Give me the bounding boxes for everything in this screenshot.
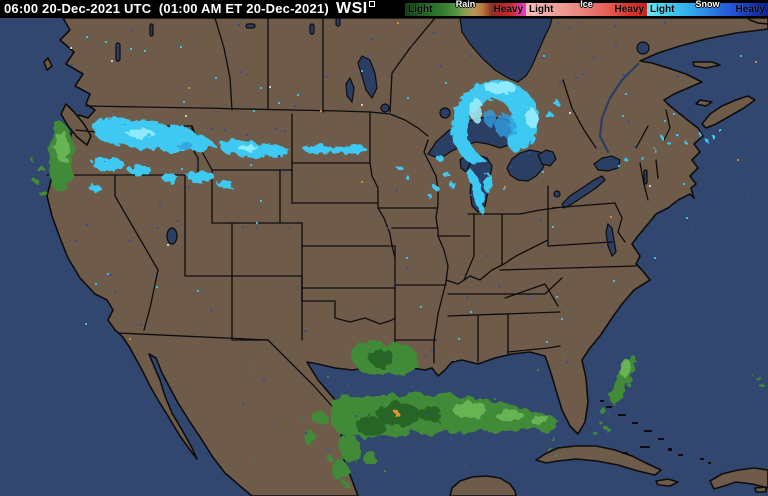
haida-island	[43, 57, 53, 71]
lake-manitoba	[345, 76, 355, 104]
heavy-rain-cell	[394, 412, 400, 416]
wsi-degree-mark	[368, 1, 375, 7]
lake-erie	[561, 175, 606, 209]
rain-light-label: Light	[408, 4, 433, 15]
lake-of-the-woods	[380, 103, 390, 113]
chesapeake-bay	[605, 222, 617, 258]
radar-noise-specks	[70, 22, 757, 481]
lake-nipigon	[439, 107, 451, 119]
rain-heavy-label: Heavy	[493, 4, 523, 15]
great-salt-lake	[166, 227, 178, 245]
legend-bar-ice: Ice Light Heavy	[526, 0, 647, 16]
canadian-lakes	[115, 18, 650, 245]
hispaniola	[709, 467, 768, 490]
radar-map-canvas	[0, 18, 768, 496]
bc-lake	[115, 42, 121, 62]
snow-label: Snow	[695, 0, 720, 9]
james-bay	[459, 18, 553, 83]
lake-winnipeg	[357, 55, 378, 100]
lac-st-jean	[636, 41, 650, 55]
yucatan	[449, 475, 517, 496]
title-bar: 06:00 20-Dec-2021 UTC (01:00 AM ET 20-De…	[0, 0, 768, 18]
ice-gradient	[526, 3, 647, 16]
wsi-logo-text: WSI	[336, 0, 368, 17]
rain-overlay	[31, 120, 765, 487]
bahamas-islands	[600, 400, 711, 464]
ice-label: Ice	[580, 0, 593, 9]
st-lawrence-river	[598, 62, 640, 154]
snow-gradient	[647, 3, 768, 16]
rain-gradient	[405, 3, 526, 16]
ice-light-label: Light	[529, 4, 554, 15]
nova-scotia	[701, 95, 756, 129]
legend-bar-rain: Rain Light Heavy	[405, 0, 526, 16]
lake-st-clair	[553, 190, 561, 198]
ice-heavy-label: Heavy	[614, 4, 644, 15]
pei-island	[695, 99, 713, 107]
precip-legend: Rain Light Heavy Ice Light Heavy Snow Li…	[405, 0, 768, 18]
wsi-logo: WSI	[336, 0, 375, 18]
jamaica	[655, 478, 679, 487]
timestamp-text: 06:00 20-Dec-2021 UTC (01:00 AM ET 20-De…	[4, 1, 329, 16]
rain-label: Rain	[455, 0, 476, 9]
snow-overlay	[89, 80, 723, 214]
vancouver-island	[60, 103, 92, 146]
puerto-rico	[754, 486, 767, 493]
anticosti-island	[692, 61, 721, 69]
snow-heavy-label: Heavy	[735, 4, 765, 15]
newfoundland	[747, 18, 768, 25]
snow-light-label: Light	[650, 4, 675, 15]
georgian-bay	[537, 149, 557, 167]
legend-bar-snow: Snow Light Heavy	[647, 0, 768, 16]
lake-champlain	[643, 169, 648, 185]
cuba	[535, 445, 662, 476]
state-borders	[46, 18, 671, 421]
